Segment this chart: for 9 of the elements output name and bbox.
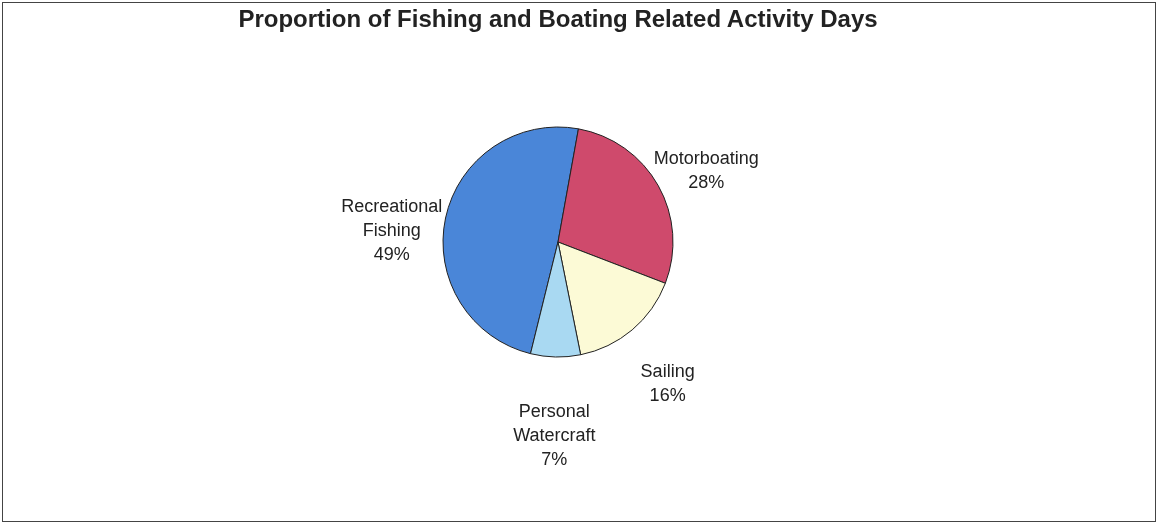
data-label: 49% [373, 243, 410, 264]
chart-title: Proportion of Fishing and Boating Related Activity Days [238, 5, 878, 32]
data-label: 7% [541, 448, 568, 469]
data-label: 28% [688, 171, 725, 192]
slice-label: Sailing [640, 360, 695, 381]
slice-label: Personal Watercraft [513, 400, 596, 445]
data-label: 16% [649, 384, 686, 405]
slice-label: Motorboating [653, 147, 759, 168]
slice-label: Recreational Fishing [341, 195, 443, 240]
